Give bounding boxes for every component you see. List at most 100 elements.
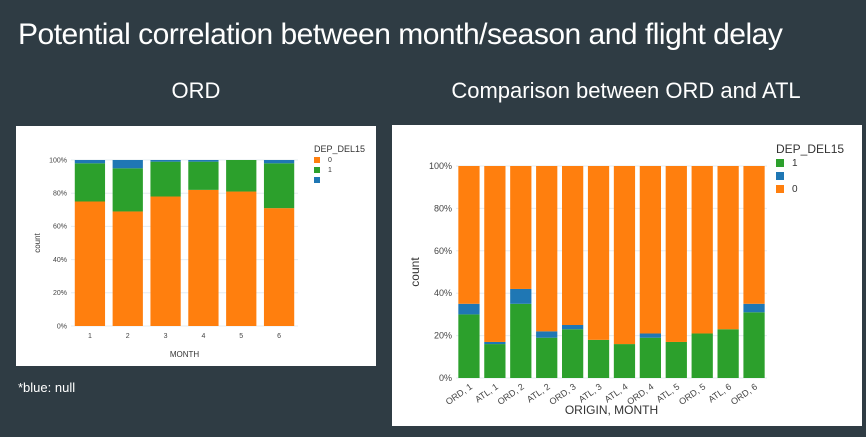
bar-segment [484, 344, 506, 378]
plot-area [456, 166, 767, 378]
null-color-note: *blue: null [18, 380, 76, 395]
legend-swatch [776, 172, 784, 180]
bar-segment [188, 161, 219, 190]
bar-segment [639, 166, 662, 334]
bar-segment [510, 288, 532, 304]
y-tick-label: 40% [53, 257, 67, 264]
y-tick-label: 100% [49, 157, 67, 164]
bar-segment [613, 166, 636, 345]
y-tick-label: 100% [429, 161, 452, 171]
x-tick-label: ATL, 6 [706, 381, 733, 404]
x-axis-label: ORIGIN, MONTH [565, 403, 658, 417]
legend-title: DEP_DEL15 [314, 144, 365, 154]
y-tick-label: 60% [53, 224, 67, 231]
bar-segment [536, 337, 558, 378]
bar-segment [226, 191, 257, 326]
y-axis-label: count [33, 232, 42, 252]
bar-segment [112, 160, 143, 169]
legend-swatch [314, 157, 320, 163]
x-tick-label: ATL, 4 [603, 381, 630, 404]
bar-segment [188, 189, 219, 326]
x-tick-label: ATL, 2 [525, 381, 552, 404]
x-tick-label: ORD, 2 [496, 381, 526, 406]
comparison-chart-heading: Comparison between ORD and ATL [451, 78, 801, 103]
x-tick-label: 5 [239, 333, 243, 340]
bar-segment [150, 196, 181, 326]
bar-segment [150, 160, 181, 162]
bar-segment [510, 303, 532, 378]
bar-segment [150, 161, 181, 197]
bar-segment [561, 329, 584, 378]
bar-segment [717, 166, 739, 330]
ord-stacked-bar-chart: 0% 20% 40% 60% 80% 100% 1 2 3 4 5 6 MONTH count DEP_DE… [33, 144, 365, 359]
x-tick-label: 1 [88, 333, 92, 340]
x-tick-label: ORD, 1 [444, 381, 474, 406]
bar-segment [561, 166, 584, 325]
bar-segment [263, 160, 295, 164]
bar-segment [536, 166, 558, 332]
y-tick-label: 60% [434, 246, 452, 256]
y-tick-label: 20% [434, 331, 452, 341]
bar-segment [458, 166, 480, 304]
bar-segment [743, 303, 765, 313]
x-tick-label: ATL, 3 [577, 381, 604, 404]
y-tick-label: 80% [434, 203, 452, 213]
bar-segment [587, 339, 610, 378]
bar-segment [263, 208, 295, 326]
bar-segment [587, 166, 610, 340]
bar-segment [613, 344, 636, 378]
y-tick-label: 80% [53, 191, 67, 198]
bar-segment [74, 201, 106, 326]
bar-segment [74, 160, 106, 164]
x-tick-label: ORD, 5 [677, 381, 707, 406]
legend-swatch [776, 185, 784, 193]
comparison-chart-panel: 0% 20% 40% 60% 80% 100% ORD, 1 ATL, 1 ORD, 2 ATL,… [392, 125, 862, 426]
bar-segment [639, 337, 662, 378]
y-tick-label: 40% [434, 288, 452, 298]
legend-swatch [314, 167, 320, 173]
slide-title: Potential correlation between month/seas… [18, 18, 783, 51]
legend-swatch [314, 177, 320, 183]
bar-segment [536, 331, 558, 338]
ord-chart-heading: ORD [171, 78, 221, 103]
bar-segment [743, 166, 765, 304]
legend-entry: 0 [792, 184, 798, 195]
legend-entry: 1 [792, 158, 798, 169]
bar-segment [74, 163, 106, 202]
bar-segment [717, 329, 739, 378]
x-axis-label: MONTH [170, 350, 200, 359]
x-tick-label: 3 [164, 333, 168, 340]
bar-segment [743, 312, 765, 378]
bar-segment [226, 160, 257, 192]
y-tick-label: 0% [439, 373, 452, 383]
x-tick-label: ATL, 1 [473, 381, 500, 404]
y-tick-label: 20% [53, 290, 67, 297]
bar-segment [484, 166, 506, 342]
bar-segment [112, 211, 143, 326]
bar-segment [510, 166, 532, 289]
bar-segment [458, 314, 480, 378]
legend-entry: 1 [328, 167, 332, 174]
bar-segment [188, 160, 219, 162]
legend-swatch [776, 159, 784, 167]
bar-segment [112, 168, 143, 212]
bar-segment [263, 163, 295, 209]
x-tick-label: ORD, 6 [729, 381, 759, 406]
bar-segment [639, 333, 662, 338]
bar-segment [484, 341, 506, 345]
plot-area [71, 160, 298, 326]
x-tick-label: 4 [201, 333, 205, 340]
bar-segment [691, 333, 713, 378]
legend-title: DEP_DEL15 [776, 142, 844, 156]
y-axis-label: count [408, 257, 422, 287]
x-tick-label: 2 [126, 333, 130, 340]
x-tick-label: 6 [277, 333, 281, 340]
legend-entry: 0 [328, 157, 332, 164]
bar-segment [458, 303, 480, 315]
bar-segment [691, 166, 713, 334]
bar-segment [665, 166, 687, 342]
y-tick-label: 0% [57, 323, 67, 330]
bar-segment [665, 341, 687, 378]
ord-chart-panel: 0% 20% 40% 60% 80% 100% 1 2 3 4 5 6 MONTH count DEP_DE… [16, 126, 376, 366]
